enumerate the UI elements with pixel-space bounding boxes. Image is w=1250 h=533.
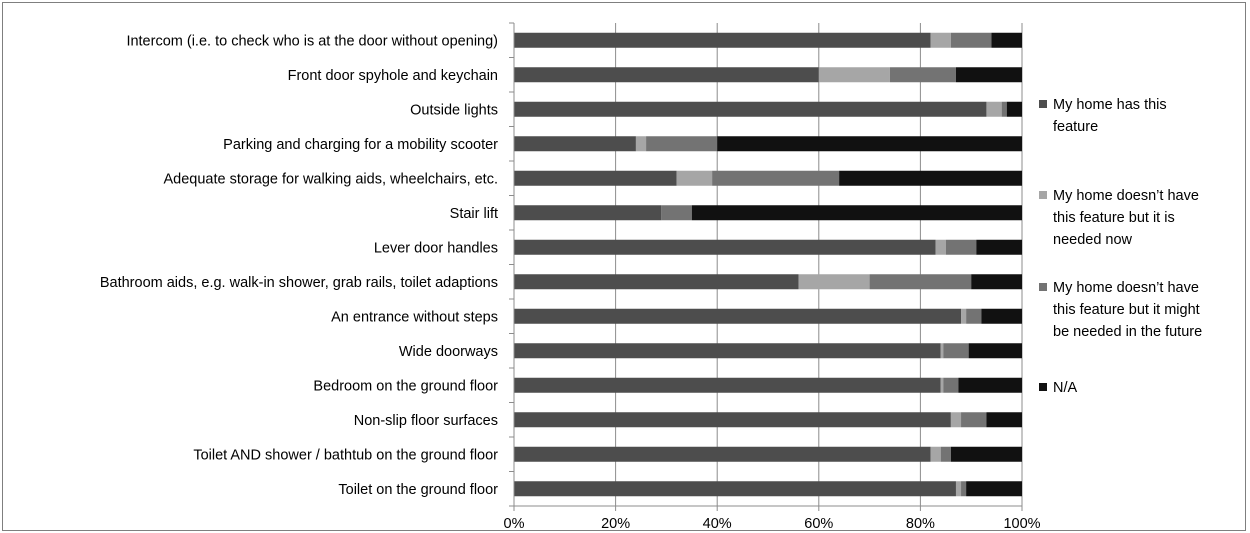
bar-segment-3 [961,412,987,428]
category-label: Stair lift [450,206,498,222]
category-labels: Intercom (i.e. to check who is at the do… [100,33,498,498]
bar-segment-1 [514,67,819,83]
legend-label: My home doesn’t have this feature but it … [1053,188,1199,248]
bar-segment-2 [961,308,967,324]
bar-segment-3 [950,32,992,48]
bar-segment-2 [930,446,941,462]
bar-segment-2 [818,67,890,83]
category-label: Toilet on the ground floor [338,482,498,498]
category-label: Bedroom on the ground floor [313,378,498,394]
bar-segment-4 [717,136,1022,152]
x-tick-label: 100% [1003,516,1040,532]
category-label: Adequate storage for walking aids, wheel… [164,171,499,187]
bar-segment-3 [1001,101,1007,117]
bar-segment-3 [646,136,718,152]
bar-segment-1 [514,377,941,393]
bar-segment-4 [981,308,1022,324]
category-label: Intercom (i.e. to check who is at the do… [126,33,498,49]
category-label: Front door spyhole and keychain [288,68,498,84]
bar-segment-4 [958,377,1022,393]
bar-segment-1 [514,170,677,186]
bar-segment-2 [930,32,951,48]
category-label: An entrance without steps [331,309,498,325]
legend-label: My home has this feature [1053,97,1167,135]
bar-segment-2 [940,343,944,359]
category-label: Toilet AND shower / bathtub on the groun… [193,447,498,463]
bar-segment-3 [889,67,956,83]
bar-segment-2 [798,274,870,290]
bar-segment-3 [869,274,972,290]
bar-segment-3 [940,446,951,462]
category-label: Lever door handles [374,240,498,256]
x-tick-label: 40% [703,516,732,532]
bar-segment-2 [935,239,946,255]
bar-segment-3 [966,308,982,324]
bar-segment-3 [945,239,977,255]
x-tick-label: 20% [601,516,630,532]
bar-segment-1 [514,343,941,359]
bar-segment-2 [986,101,1002,117]
category-label: Bathroom aids, e.g. walk-in shower, grab… [100,275,498,291]
bar-segment-3 [943,377,959,393]
category-label: Non-slip floor surfaces [354,413,498,429]
category-label: Parking and charging for a mobility scoo… [223,137,498,153]
bar-segment-3 [961,481,967,497]
bar-segment-1 [514,308,962,324]
bar-segment-1 [514,136,636,152]
bar-segment-1 [514,32,931,48]
bar-segment-3 [661,205,692,221]
axes [509,22,1023,511]
bars [514,32,1022,497]
bar-segment-3 [943,343,969,359]
bar-segment-4 [991,32,1022,48]
gridlines [615,23,1023,506]
legend-swatch [1039,100,1047,108]
bar-segment-4 [986,412,1022,428]
bar-segment-4 [968,343,1022,359]
legend-swatch [1039,191,1047,199]
category-label: Wide doorways [399,344,498,360]
bar-segment-2 [676,170,713,186]
bar-segment-4 [966,481,1022,497]
bar-segment-1 [514,101,987,117]
bar-segment-1 [514,481,956,497]
bar-segment-1 [514,239,936,255]
bar-segment-4 [1006,101,1022,117]
bar-segment-1 [514,274,799,290]
legend-label: N/A [1053,380,1078,396]
bar-segment-4 [691,205,1022,221]
bar-segment-4 [971,274,1022,290]
x-tick-label: 0% [504,516,525,532]
bar-segment-4 [950,446,1022,462]
stacked-bar-chart: Intercom (i.e. to check who is at the do… [100,22,1202,532]
bar-segment-4 [976,239,1022,255]
bar-segment-4 [839,170,1022,186]
bar-segment-4 [955,67,1022,83]
legend-swatch [1039,383,1047,391]
legend: My home has this feature My home doesn’t h… [1039,97,1202,396]
bar-segment-2 [940,377,944,393]
bar-segment-1 [514,205,662,221]
legend-swatch [1039,283,1047,291]
x-tick-label: 80% [906,516,935,532]
x-tick-label: 60% [804,516,833,532]
legend-label: My home doesn’t have this feature but it … [1053,280,1202,340]
category-label: Outside lights [410,102,498,118]
bar-segment-1 [514,446,931,462]
bar-segment-2 [955,481,962,497]
bar-segment-3 [712,170,840,186]
bar-segment-2 [950,412,962,428]
x-tick-labels: 0% 20% 40% 60% 80% 100% [504,516,1041,532]
bar-segment-1 [514,412,951,428]
bar-segment-2 [635,136,647,152]
